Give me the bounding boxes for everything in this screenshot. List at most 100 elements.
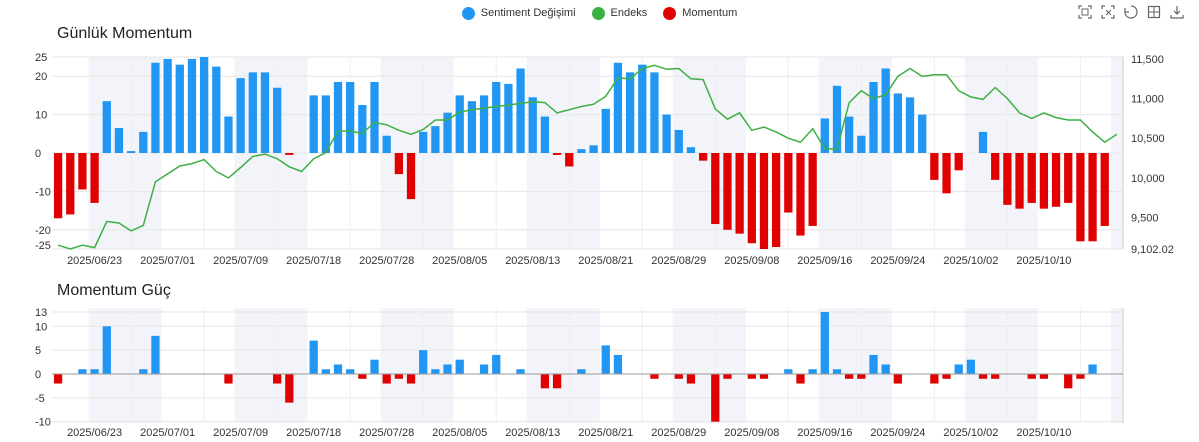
momentum-bar [808,153,817,226]
momentum-guc-bar [1039,374,1049,379]
sentiment-bar [625,72,635,153]
chart2-ytick: -5 [35,393,45,405]
momentum-bar [954,153,963,171]
chart2-xtick: 2025/08/21 [578,427,633,439]
chart2-band [234,308,308,423]
momentum-guc-bar [577,369,586,374]
legend-swatch-sentiment [461,6,475,20]
sentiment-bar [333,81,343,153]
momentum-bar [90,153,99,203]
sentiment-bar [492,81,501,153]
momentum-guc-bar [102,326,111,374]
sentiment-bar [431,126,440,153]
momentum-bar [772,153,781,248]
sentiment-bar [419,131,428,153]
chart1-xtick: 2025/10/02 [943,255,998,267]
sentiment-bar [832,85,842,153]
chart1-xtick: 2025/07/28 [359,255,414,267]
legend-swatch-endeks [591,6,605,20]
chart1-ytick-left: 0 [35,148,41,160]
momentum-bar [784,153,793,213]
momentum-bar [991,153,1000,180]
chart2-band [526,308,600,423]
legend-item-endeks[interactable]: Endeks [591,6,648,20]
momentum-bar [930,153,939,180]
momentum-guc-bar [978,374,988,379]
chart2-ytick: 0 [35,369,41,381]
momentum-guc-bar [443,364,452,374]
momentum-guc-bar [333,364,343,374]
momentum-guc-bar [285,374,294,403]
sentiment-bar [650,72,659,153]
momentum-guc-bar [1064,374,1073,389]
sentiment-bar [151,62,160,154]
chart1-xtick: 2025/08/13 [505,255,560,267]
momentum-guc-bar [382,374,391,384]
sentiment-bar [443,112,452,153]
sentiment-bar [382,135,391,153]
chart2-xtick: 2025/07/09 [213,427,268,439]
chart1-ytick-left: -25 [35,240,51,252]
zoom-reset-icon[interactable] [1100,4,1116,20]
sentiment-bar [260,72,270,153]
sentiment-bar [248,72,257,153]
momentum-bar [942,153,951,194]
sentiment-bar [662,114,671,153]
momentum-bar [552,153,562,155]
sentiment-bar [528,97,537,153]
sentiment-bar [857,135,866,153]
sentiment-bar [273,87,282,153]
momentum-guc-bar [224,374,233,384]
sentiment-bar [163,58,172,153]
sentiment-bar [638,64,647,153]
momentum-guc-bar [613,354,623,374]
momentum-guc-bar [78,369,87,374]
momentum-guc-bar [358,374,367,379]
restore-icon[interactable] [1123,4,1139,20]
legend-item-sentiment[interactable]: Sentiment Değişimi [461,6,576,20]
legend-label-endeks: Endeks [610,7,648,19]
chart1-xtick: 2025/09/24 [870,255,925,267]
sentiment-bar [613,62,623,154]
sentiment-bar [589,145,598,153]
momentum-guc-bar [151,335,160,374]
momentum-guc-bar [857,374,866,379]
momentum-bar [1051,153,1061,207]
momentum-guc-bar [869,354,878,374]
chart1-xtick: 2025/10/10 [1016,255,1071,267]
sentiment-bar [212,66,221,153]
sentiment-bar [845,116,854,153]
chart2-xtick: 2025/07/18 [286,427,341,439]
fullscreen-icon[interactable] [1146,4,1162,20]
legend-item-momentum[interactable]: Momentum [663,6,738,20]
legend-label-momentum: Momentum [682,7,738,19]
sentiment-bar [102,101,111,153]
chart-title-momentum: Günlük Momentum [57,25,193,42]
sentiment-bar [224,116,233,153]
momentum-guc-bar [966,359,976,374]
momentum-guc-bar [516,369,525,374]
sentiment-bar [455,95,464,153]
sentiment-bar [187,58,197,153]
sentiment-bar [893,93,902,153]
sentiment-bar [905,97,915,153]
sentiment-bar [346,81,355,153]
momentum-bar [565,153,574,167]
sentiment-bar [467,101,477,153]
chart1-ytick-left: 20 [35,71,47,83]
momentum-bar [1027,153,1036,203]
momentum-bar [711,153,720,225]
momentum-bar [735,153,744,234]
sentiment-bar [114,128,124,153]
zoom-icon[interactable] [1077,4,1093,20]
sentiment-bar [139,131,148,153]
legend-label-sentiment: Sentiment Değişimi [480,7,576,19]
save-image-icon[interactable] [1169,4,1185,20]
chart1-ytick-left: -20 [35,225,51,237]
momentum-guc-bar [832,369,842,374]
momentum-guc-bar [479,364,489,374]
sentiment-bar [686,147,696,153]
momentum-bar [747,153,756,244]
momentum-guc-bar [431,369,440,374]
